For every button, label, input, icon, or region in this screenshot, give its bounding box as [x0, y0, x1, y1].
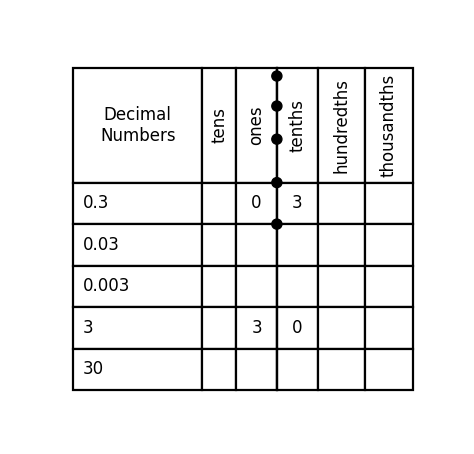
Bar [73, 307, 202, 349]
Bar [365, 183, 413, 224]
Bar [73, 224, 202, 266]
Text: tens: tens [210, 108, 228, 143]
Text: 0.03: 0.03 [82, 236, 119, 254]
Text: 0.003: 0.003 [82, 277, 130, 296]
Bar [202, 183, 236, 224]
Text: hundredths: hundredths [332, 78, 350, 173]
Text: thousandths: thousandths [380, 74, 398, 177]
Text: tenths: tenths [288, 99, 306, 152]
Circle shape [272, 178, 282, 188]
Bar [73, 349, 202, 390]
Text: 0.3: 0.3 [82, 194, 109, 212]
Text: 3: 3 [292, 194, 302, 212]
Bar [236, 69, 277, 183]
Circle shape [272, 101, 282, 111]
Bar [236, 349, 277, 390]
Bar [202, 349, 236, 390]
Bar [73, 266, 202, 307]
Bar [236, 183, 277, 224]
Bar [277, 266, 318, 307]
Text: 0: 0 [292, 319, 302, 337]
Text: ones: ones [247, 106, 265, 145]
Bar [236, 266, 277, 307]
Bar [365, 307, 413, 349]
Text: Decimal
Numbers: Decimal Numbers [100, 106, 175, 145]
Text: 30: 30 [82, 360, 104, 379]
Bar [202, 224, 236, 266]
Bar [365, 266, 413, 307]
Bar [73, 183, 202, 224]
Bar [277, 224, 318, 266]
Bar [236, 224, 277, 266]
Bar [318, 183, 365, 224]
Circle shape [272, 134, 282, 144]
Bar [318, 266, 365, 307]
Bar [202, 69, 236, 183]
Text: 0: 0 [251, 194, 262, 212]
Bar [202, 307, 236, 349]
Text: 3: 3 [251, 319, 262, 337]
Bar [318, 307, 365, 349]
Bar [318, 224, 365, 266]
Circle shape [272, 219, 282, 229]
Bar [277, 349, 318, 390]
Bar [202, 266, 236, 307]
Bar [318, 349, 365, 390]
Bar [277, 69, 318, 183]
Bar [73, 69, 202, 183]
Bar [277, 307, 318, 349]
Text: 3: 3 [82, 319, 93, 337]
Circle shape [272, 71, 282, 81]
Bar [236, 307, 277, 349]
Bar [365, 349, 413, 390]
Bar [277, 183, 318, 224]
Bar [365, 224, 413, 266]
Bar [318, 69, 365, 183]
Bar [365, 69, 413, 183]
